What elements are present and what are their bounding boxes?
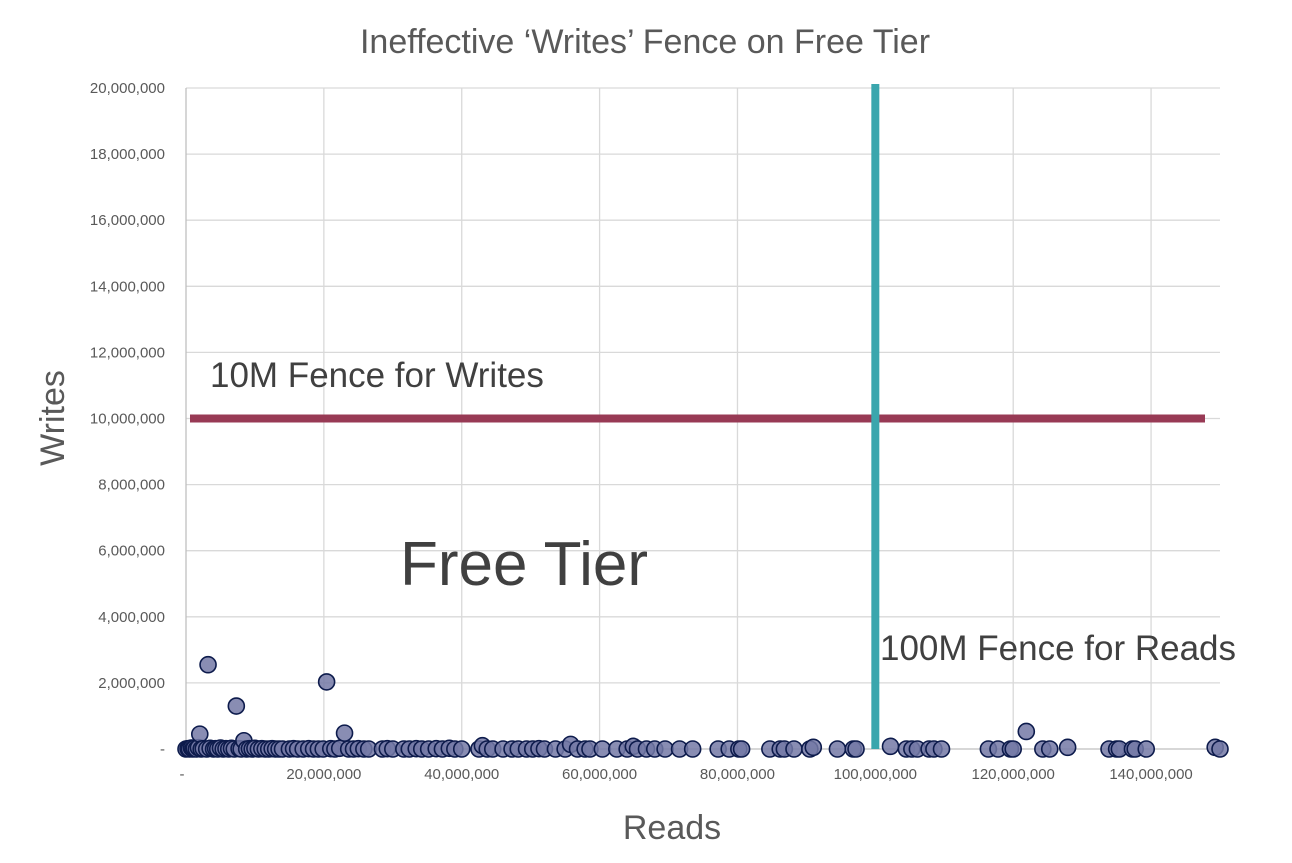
y-tick-label: 10,000,000 bbox=[90, 411, 165, 428]
chart-title: Ineffective ‘Writes’ Fence on Free Tier bbox=[360, 23, 930, 61]
y-tick-label: 16,000,000 bbox=[90, 212, 165, 229]
data-point bbox=[656, 740, 674, 758]
x-axis-title: Reads bbox=[623, 809, 721, 847]
data-point bbox=[227, 697, 246, 715]
x-tick-label: 120,000,000 bbox=[971, 766, 1054, 783]
data-point bbox=[1040, 740, 1059, 758]
y-tick-label: - bbox=[160, 741, 165, 758]
x-tick-label: - bbox=[180, 766, 185, 783]
x-tick-label: 100,000,000 bbox=[834, 766, 917, 783]
y-tick-label: 8,000,000 bbox=[98, 477, 165, 494]
writes-fence-label: 10M Fence for Writes bbox=[210, 356, 544, 395]
y-tick-label: 18,000,000 bbox=[90, 146, 165, 163]
y-tick-label: 4,000,000 bbox=[98, 609, 165, 626]
y-tick-label: 12,000,000 bbox=[90, 344, 165, 361]
y-tick-label: 20,000,000 bbox=[90, 80, 165, 97]
tick-layer: - 2,000,000 4,000,000 6,000,000 8,000,000 10,… bbox=[90, 80, 1193, 783]
x-tick-label: 80,000,000 bbox=[700, 766, 775, 783]
free-tier-annotation: Free Tier bbox=[400, 530, 648, 599]
data-point bbox=[881, 737, 900, 756]
x-tick-label: 140,000,000 bbox=[1109, 766, 1192, 783]
data-point bbox=[1137, 740, 1156, 758]
data-point bbox=[190, 725, 209, 743]
data-point bbox=[732, 740, 751, 758]
data-point bbox=[335, 724, 354, 742]
x-tick-label: 20,000,000 bbox=[286, 766, 361, 783]
data-point bbox=[932, 740, 951, 758]
y-tick-label: 2,000,000 bbox=[98, 675, 165, 692]
data-point bbox=[317, 673, 336, 691]
y-axis-title: Writes bbox=[34, 370, 72, 466]
reference-line-layer bbox=[190, 84, 1205, 749]
x-tick-label: 60,000,000 bbox=[562, 766, 637, 783]
data-point bbox=[683, 740, 702, 758]
y-tick-label: 6,000,000 bbox=[98, 543, 165, 560]
data-point bbox=[1004, 740, 1023, 758]
data-point bbox=[785, 740, 803, 758]
x-tick-label: 40,000,000 bbox=[424, 766, 499, 783]
data-point bbox=[847, 740, 865, 758]
data-point bbox=[452, 740, 471, 758]
data-point bbox=[804, 738, 823, 757]
point-layer bbox=[177, 655, 1229, 758]
data-point bbox=[1211, 740, 1229, 758]
y-tick-label: 14,000,000 bbox=[90, 278, 165, 295]
data-point bbox=[828, 740, 847, 758]
reads-fence-label: 100M Fence for Reads bbox=[880, 629, 1236, 668]
data-point bbox=[1017, 722, 1036, 741]
data-point bbox=[199, 655, 217, 674]
data-point bbox=[593, 740, 612, 758]
data-point bbox=[1058, 738, 1077, 757]
